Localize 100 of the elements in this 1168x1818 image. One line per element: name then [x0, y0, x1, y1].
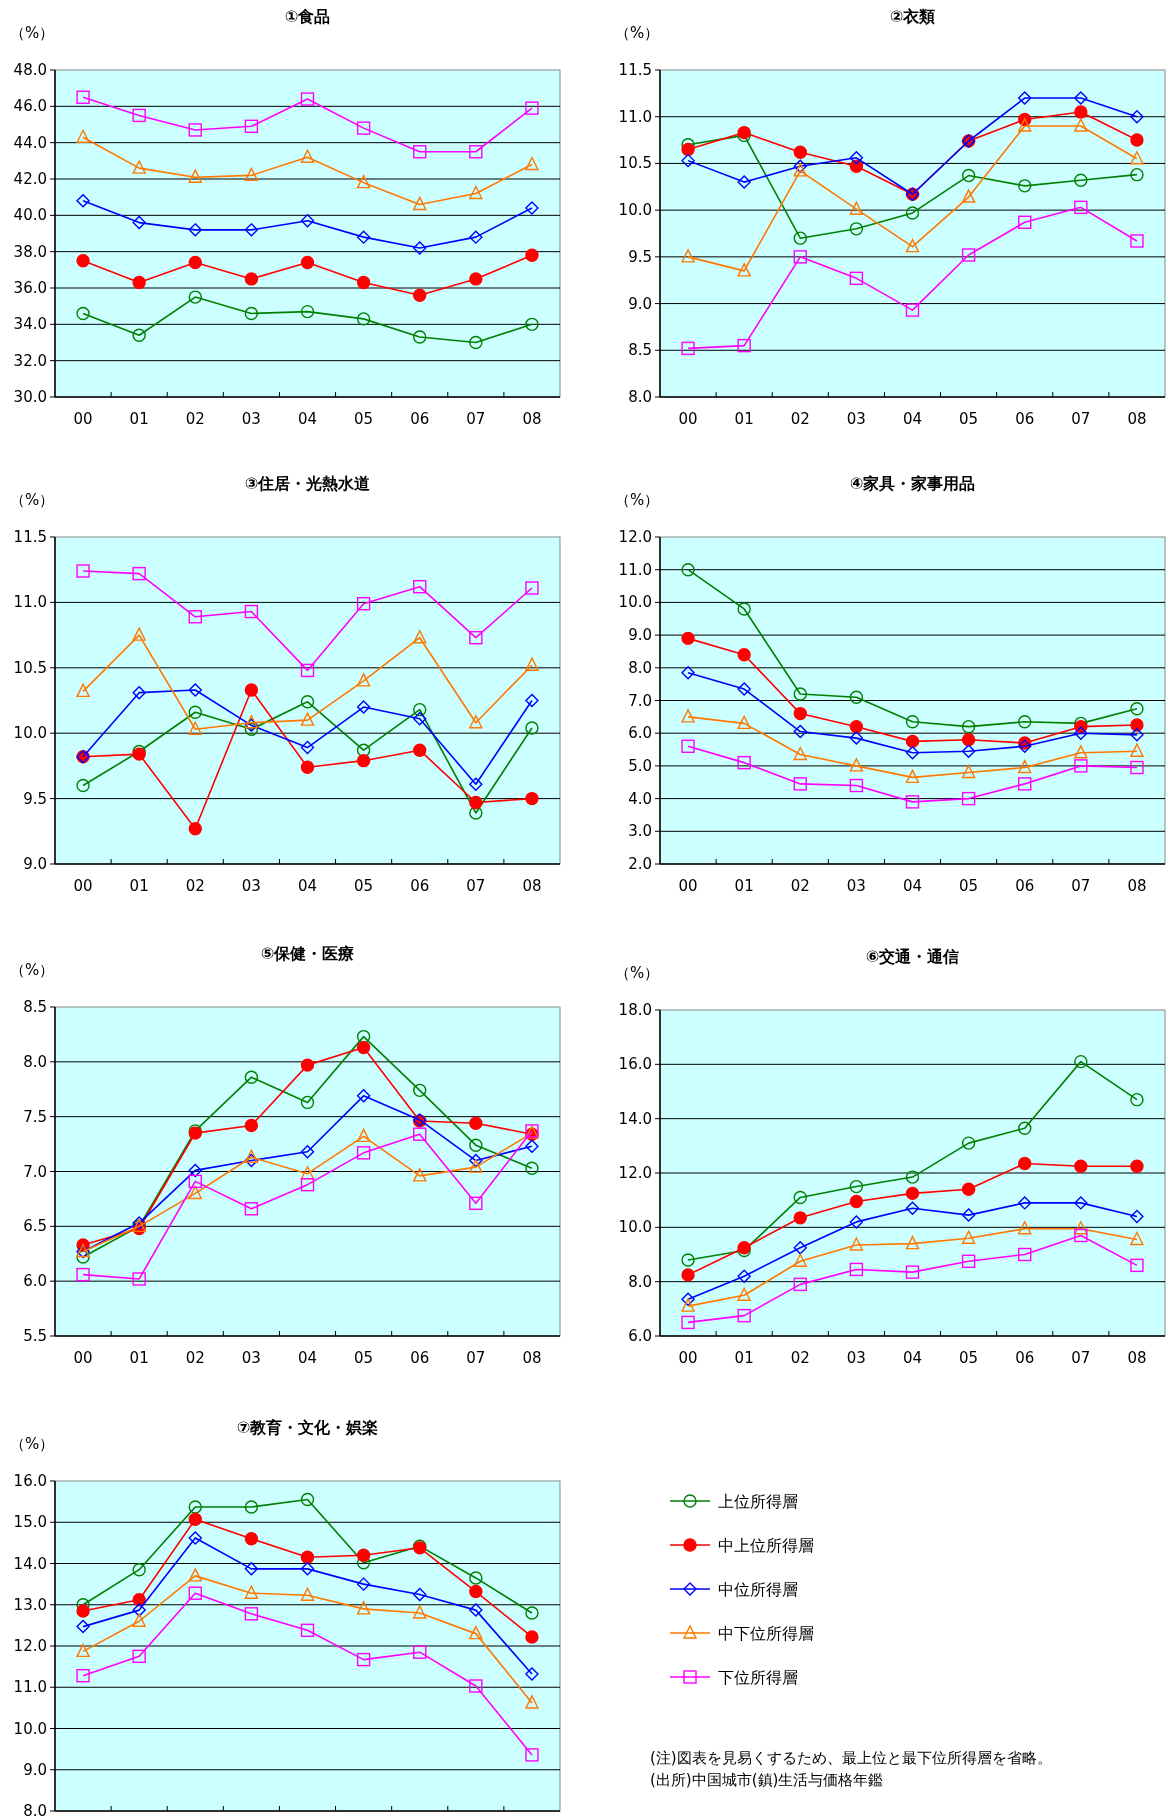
y-tick-label: 8.0 [23, 1802, 47, 1818]
x-tick-label: 08 [1127, 1349, 1147, 1367]
y-tick-label: 9.5 [23, 789, 47, 808]
x-tick-label: 04 [297, 877, 318, 895]
x-tick-label: 01 [129, 410, 149, 428]
x-tick-label: 00 [73, 1349, 93, 1367]
x-tick-label: 05 [959, 410, 979, 428]
text: (注)図表を見易くするため、最上位と最下位所得層を省略。 [650, 1749, 1052, 1767]
y-tick-label: 8.0 [628, 388, 652, 406]
y-tick-label: 11.0 [13, 593, 47, 612]
x-tick-label: 03 [846, 1349, 866, 1367]
y-tick-label: 12.0 [13, 1637, 47, 1655]
x-tick-label: 01 [734, 1349, 754, 1367]
x-tick-label: 06 [1015, 1349, 1035, 1367]
x-tick-label: 06 [410, 1349, 430, 1367]
legend-label: 上位所得層 [718, 1492, 798, 1511]
chart-title: ②衣類 [889, 7, 936, 26]
x-tick-label: 00 [73, 410, 93, 428]
x-tick-label: 03 [241, 877, 261, 895]
x-tick-label: 08 [522, 410, 542, 428]
y-tick-label: 7.5 [23, 1107, 47, 1126]
y-tick-label: 8.0 [628, 1272, 652, 1291]
chart-title: ③住居・光熱水道 [244, 474, 372, 493]
x-tick-label: 06 [1015, 877, 1035, 895]
y-tick-label: 8.5 [628, 341, 652, 360]
x-tick-label: 07 [466, 877, 486, 895]
x-tick-label: 06 [410, 410, 430, 428]
y-tick-label: 18.0 [618, 1001, 652, 1019]
y-tick-label: 9.0 [23, 855, 47, 873]
y-tick-label: 12.0 [618, 1164, 652, 1182]
x-tick-label: 07 [1071, 1349, 1091, 1367]
y-tick-label: 8.0 [23, 1052, 47, 1071]
chart-title: ⑥交通・通信 [865, 947, 960, 966]
y-tick-label: 7.0 [23, 1162, 47, 1181]
y-axis-title: （%） [615, 24, 660, 42]
y-tick-label: 6.0 [23, 1272, 47, 1291]
x-tick-label: 02 [185, 1349, 205, 1367]
y-tick-label: 14.0 [13, 1554, 47, 1573]
y-tick-label: 10.0 [618, 1218, 652, 1237]
y-tick-label: 10.0 [13, 1719, 47, 1738]
chart-title: ①食品 [284, 7, 331, 26]
x-tick-label: 00 [678, 1349, 698, 1367]
y-tick-label: 11.0 [618, 107, 652, 126]
x-tick-label: 03 [241, 410, 261, 428]
x-tick-label: 06 [410, 877, 430, 895]
y-tick-label: 10.0 [13, 724, 47, 743]
y-tick-label: 36.0 [13, 279, 47, 297]
y-axis-title: （%） [615, 491, 660, 509]
y-tick-label: 8.5 [23, 998, 47, 1016]
x-tick-label: 04 [297, 410, 318, 428]
x-tick-label: 08 [1127, 877, 1147, 895]
y-tick-label: 5.0 [628, 756, 652, 775]
y-tick-label: 9.0 [628, 294, 652, 313]
x-tick-label: 02 [185, 877, 205, 895]
legend-label: 下位所得層 [718, 1668, 798, 1687]
y-tick-label: 3.0 [628, 822, 652, 841]
y-tick-label: 32.0 [13, 351, 47, 370]
y-tick-label: 9.5 [628, 247, 652, 266]
chart-title: ⑤保健・医療 [260, 944, 355, 963]
y-tick-label: 38.0 [13, 242, 47, 261]
x-tick-label: 02 [790, 877, 810, 895]
y-tick-label: 6.0 [628, 1327, 652, 1345]
y-tick-label: 11.0 [618, 560, 652, 579]
x-tick-label: 08 [522, 1349, 542, 1367]
y-tick-label: 16.0 [618, 1055, 652, 1074]
y-tick-label: 7.0 [628, 691, 652, 710]
y-tick-label: 6.5 [23, 1217, 47, 1236]
x-tick-label: 03 [846, 877, 866, 895]
y-axis-title: （%） [10, 24, 55, 42]
y-tick-label: 42.0 [13, 170, 47, 188]
y-tick-label: 2.0 [628, 855, 652, 873]
x-tick-label: 07 [1071, 877, 1091, 895]
x-tick-label: 03 [241, 1349, 261, 1367]
y-tick-label: 9.0 [628, 626, 652, 645]
x-tick-label: 05 [354, 1349, 374, 1367]
x-tick-label: 07 [1071, 410, 1091, 428]
x-tick-label: 05 [959, 1349, 979, 1367]
x-tick-label: 04 [902, 877, 923, 895]
y-tick-label: 10.5 [13, 658, 47, 677]
y-tick-label: 14.0 [618, 1109, 652, 1128]
y-tick-label: 11.5 [13, 528, 47, 546]
x-tick-label: 06 [1015, 410, 1035, 428]
x-tick-label: 04 [902, 1349, 923, 1367]
y-tick-label: 11.0 [13, 1678, 47, 1697]
x-tick-label: 08 [522, 877, 542, 895]
y-tick-label: 44.0 [13, 133, 47, 152]
legend-label: 中上位所得層 [718, 1536, 814, 1555]
chart-title: ④家具・家事用品 [849, 474, 976, 493]
y-tick-label: 48.0 [13, 61, 47, 79]
x-tick-label: 01 [734, 410, 754, 428]
x-tick-label: 04 [902, 410, 923, 428]
x-tick-label: 00 [678, 410, 698, 428]
x-tick-label: 07 [466, 1349, 486, 1367]
y-tick-label: 11.5 [618, 61, 652, 79]
y-axis-title: （%） [615, 964, 660, 982]
y-tick-label: 13.0 [13, 1595, 47, 1614]
y-tick-label: 10.0 [618, 201, 652, 220]
x-tick-label: 07 [466, 410, 486, 428]
x-tick-label: 03 [846, 410, 866, 428]
y-axis-title: （%） [10, 961, 55, 979]
